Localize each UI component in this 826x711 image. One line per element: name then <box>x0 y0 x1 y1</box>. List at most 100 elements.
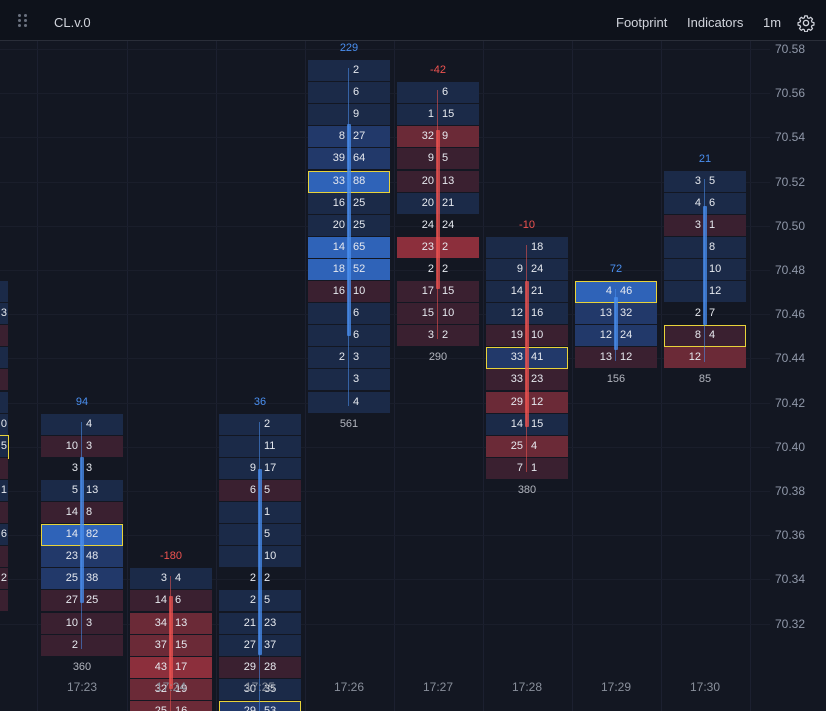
price-level-cell[interactable]: 30 35 <box>219 679 301 701</box>
symbol-label[interactable]: CL.v.0 <box>54 15 91 30</box>
bid-volume: 16 <box>332 197 345 209</box>
bar-delta-label: 21 <box>698 153 712 165</box>
gear-icon[interactable] <box>797 14 815 32</box>
timeframe-button[interactable]: 1m <box>763 15 782 30</box>
price-level-cell[interactable]: 4 <box>308 392 390 414</box>
price-axis-label: 70.44 <box>775 351 806 365</box>
bar-delta-label: 94 <box>75 396 89 408</box>
edge-cell: 1 <box>0 480 8 503</box>
price-level-cell[interactable]: 2 <box>219 414 301 436</box>
ask-volume: 10 <box>531 329 544 341</box>
ask-volume: 53 <box>264 705 277 711</box>
ask-volume: 12 <box>709 285 722 297</box>
bid-volume: 14 <box>65 506 78 518</box>
bid-volume: 24 <box>421 219 434 231</box>
drag-handle-icon[interactable] <box>18 14 30 28</box>
time-axis-label: 17:23 <box>66 680 98 694</box>
price-level-cell[interactable]: 12 <box>664 347 746 369</box>
bid-volume: 3 <box>71 462 78 474</box>
ask-volume: 2 <box>264 572 271 584</box>
bid-volume: 13 <box>599 307 612 319</box>
price-level-cell[interactable]: 17 15 <box>397 281 479 303</box>
price-level-cell[interactable]: 2 <box>41 635 123 657</box>
ask-volume: 41 <box>531 351 544 363</box>
poc-price-cell[interactable]: 29 53 <box>219 701 301 711</box>
ask-volume: 21 <box>442 197 455 209</box>
price-level-cell[interactable]: 10 3 <box>41 613 123 635</box>
ask-volume: 1 <box>264 506 271 518</box>
price-level-cell[interactable]: 29 28 <box>219 657 301 679</box>
time-axis-label: 17:30 <box>689 680 721 694</box>
ask-volume: 15 <box>175 639 188 651</box>
bid-volume: 2 <box>694 307 701 319</box>
indicators-button[interactable]: Indicators <box>687 15 744 30</box>
price-level-cell[interactable]: 6 <box>397 82 479 104</box>
candle-body <box>613 297 618 350</box>
price-level-cell[interactable]: 6 <box>308 82 390 104</box>
ask-volume: 24 <box>442 219 455 231</box>
price-axis-label: 70.32 <box>775 617 806 631</box>
ask-volume: 4 <box>353 396 360 408</box>
ask-volume: 5 <box>442 152 449 164</box>
ask-volume: 2 <box>353 64 360 76</box>
price-level-cell[interactable]: 6 <box>308 325 390 347</box>
price-level-cell[interactable]: 25 16 <box>130 701 212 711</box>
bar-delta-label: -10 <box>519 219 535 231</box>
edge-cell: 2 <box>0 568 8 591</box>
price-level-cell[interactable]: 3 <box>308 369 390 391</box>
ask-volume: 27 <box>353 130 366 142</box>
bid-volume: 14 <box>510 285 523 297</box>
footprint-chart[interactable]: 70.58 70.56 70.54 70.52 70.50 70.48 70.46 70.44… <box>0 41 826 711</box>
price-level-cell[interactable]: 2 <box>308 60 390 82</box>
ask-volume: 25 <box>353 197 366 209</box>
price-level-cell[interactable]: 11 <box>219 436 301 458</box>
ask-volume: 2 <box>264 418 271 430</box>
bid-volume: 33 <box>332 175 345 187</box>
ask-volume: 38 <box>86 572 99 584</box>
ask-volume: 1 <box>531 462 538 474</box>
bar-total-volume: 380 <box>517 484 537 496</box>
price-level-cell[interactable]: 15 10 <box>397 303 479 325</box>
candle-body <box>168 596 173 689</box>
footprint-button[interactable]: Footprint <box>616 15 668 30</box>
bid-volume: 6 <box>249 484 256 496</box>
ask-volume: 4 <box>175 572 182 584</box>
bid-volume: 2 <box>427 263 434 275</box>
price-level-cell[interactable]: 25 4 <box>486 436 568 458</box>
ask-volume: 37 <box>264 639 277 651</box>
edge-cell <box>0 369 8 392</box>
grid-line-horizontal <box>0 624 770 625</box>
price-level-cell[interactable]: 32 19 <box>130 679 212 701</box>
time-axis-label: 17:25 <box>244 680 276 694</box>
ask-volume: 24 <box>531 263 544 275</box>
ask-volume: 18 <box>531 241 544 253</box>
edge-cell <box>0 458 8 481</box>
ask-volume: 25 <box>86 594 99 606</box>
price-level-cell[interactable]: 1 15 <box>397 104 479 126</box>
bar-total-volume: 85 <box>698 373 712 385</box>
ask-volume: 2 <box>442 329 449 341</box>
bid-volume: 27 <box>243 639 256 651</box>
price-level-cell[interactable]: 10 3 <box>41 436 123 458</box>
ask-volume: 16 <box>175 705 188 711</box>
grid-line-vertical <box>750 41 751 711</box>
candle-body <box>257 469 262 655</box>
ask-volume: 5 <box>264 594 271 606</box>
price-level-cell[interactable]: 4 <box>41 414 123 436</box>
bid-volume: 12 <box>510 307 523 319</box>
bid-volume: 27 <box>65 594 78 606</box>
price-level-cell[interactable]: 18 <box>486 237 568 259</box>
price-level-cell[interactable]: 9 24 <box>486 259 568 281</box>
bid-volume: 23 <box>421 241 434 253</box>
price-level-cell[interactable]: 13 12 <box>575 347 657 369</box>
price-axis-label: 70.38 <box>775 484 806 498</box>
price-level-cell[interactable]: 9 <box>308 104 390 126</box>
bid-volume: 9 <box>249 462 256 474</box>
bid-volume: 37 <box>154 639 167 651</box>
